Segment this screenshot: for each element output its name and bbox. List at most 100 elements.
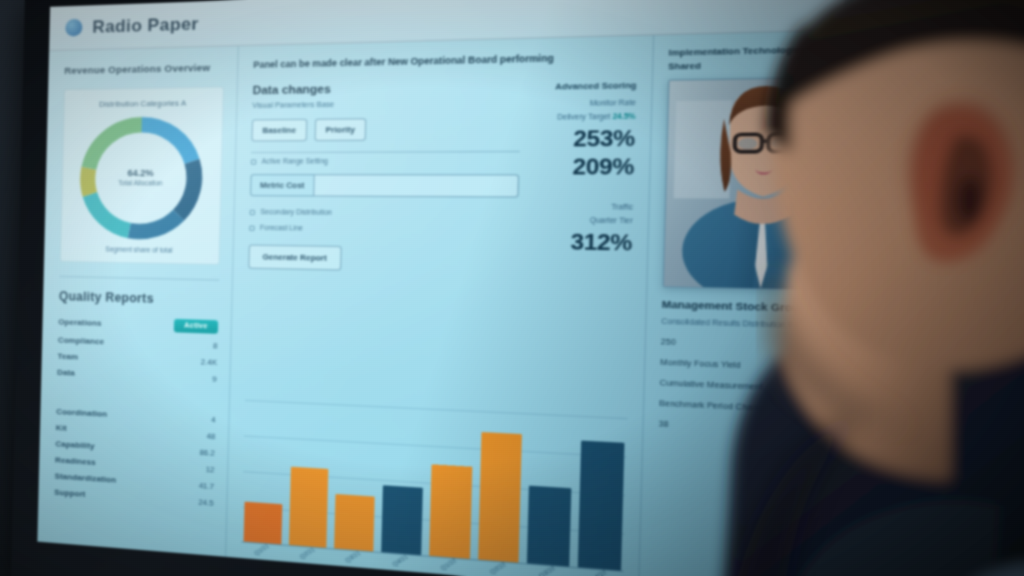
form-column: Data changes Visual Parameters Base Base… bbox=[248, 80, 521, 274]
list-item[interactable]: Readiness 12 bbox=[55, 455, 215, 474]
list-item-value: 12 bbox=[205, 464, 215, 475]
list-item[interactable]: Team 2.4K bbox=[57, 352, 217, 368]
header-spacer bbox=[209, 4, 831, 23]
checkbox-icon-b[interactable] bbox=[249, 209, 256, 215]
table-cell-label: 250 bbox=[660, 338, 676, 348]
list-item[interactable]: Compliance 8 bbox=[58, 336, 218, 351]
priority-button[interactable]: Priority bbox=[314, 117, 367, 141]
monitor: ⚑ Radio Paper Revenue Operations Overvie… bbox=[10, 0, 951, 576]
sidebar-divider bbox=[59, 275, 220, 281]
right-panel-header: Quarterly Sales Projection Analysis Grou… bbox=[881, 39, 914, 81]
chart-bar[interactable] bbox=[288, 466, 329, 548]
video-participant-icon[interactable] bbox=[662, 76, 869, 293]
header-actions-chip[interactable] bbox=[844, 0, 892, 12]
list-item[interactable]: Data 9 bbox=[57, 368, 217, 384]
option-label-a: Active Range Setting bbox=[261, 157, 329, 166]
list-item-value: 48 bbox=[206, 431, 216, 442]
list-item[interactable]: Operations Active bbox=[58, 315, 219, 334]
metric-cost-label: Metric Cost bbox=[250, 173, 314, 197]
list-item-value: 8 bbox=[213, 341, 218, 351]
list-item-value: 24.5 bbox=[198, 497, 214, 509]
table-cell-value: 3.19 bbox=[839, 363, 860, 375]
chart-bar[interactable] bbox=[429, 464, 472, 559]
option-row-a[interactable]: Active Range Setting bbox=[250, 157, 520, 166]
table-cell-label: Monthly Focus Yield bbox=[660, 359, 741, 371]
filter-button-row: Baseline Priority bbox=[251, 116, 520, 142]
option-label-b: Secondary Distribution bbox=[260, 208, 333, 217]
form-subtitle: Visual Parameters Base bbox=[252, 101, 335, 110]
metric-cost-input[interactable] bbox=[312, 173, 519, 198]
right-panel: Implementation Technologies Master Share… bbox=[639, 23, 914, 576]
table-row[interactable]: 250 6.11 bbox=[661, 337, 861, 354]
table-row[interactable]: Benchmark Period Changes 5.05 bbox=[659, 398, 859, 417]
kpi-column: Advanced Scoring Monitor Rate Delivery T… bbox=[528, 78, 636, 277]
mini-chart-axis-label: Segment bbox=[875, 304, 909, 313]
donut-card: Distribution Categories A 64.2% Total Al… bbox=[59, 86, 224, 265]
center-panel-header: Panel can be made clear after New Operat… bbox=[253, 52, 554, 71]
list-panel-title: Management Stock Group bbox=[661, 299, 808, 315]
video-call-panel: Implementation Technologies Master Share… bbox=[662, 42, 869, 293]
status-badge: Active bbox=[173, 319, 219, 334]
list-item-label: Support bbox=[54, 487, 86, 499]
chart-ytick: $4.0k bbox=[893, 135, 911, 143]
list-item-value: 41.7 bbox=[198, 480, 215, 492]
page-title: Radio Paper bbox=[92, 13, 199, 37]
generate-report-button[interactable]: Generate Report bbox=[248, 244, 342, 271]
chart-ytick: $1.0k bbox=[890, 239, 908, 247]
list-item[interactable]: Support 24.5 bbox=[54, 488, 214, 508]
center-split: Data changes Visual Parameters Base Base… bbox=[248, 78, 637, 277]
chart-bar[interactable] bbox=[527, 485, 572, 567]
donut-center-label: Total Allocation bbox=[118, 180, 163, 188]
option-row-c[interactable]: Forecast Line bbox=[249, 224, 517, 235]
chart-ytick: $5.0k bbox=[894, 100, 912, 108]
table-row[interactable]: 38 2729 bbox=[659, 419, 859, 439]
chart-bar[interactable] bbox=[577, 440, 625, 571]
list-item[interactable]: Capability 86.2 bbox=[55, 439, 215, 458]
option-label-c: Forecast Line bbox=[259, 224, 303, 233]
list-panel-rows: 250 6.11 Monthly Focus Yield 3.19 Cumulative… bbox=[659, 337, 861, 439]
table-cell-value: 50.1 bbox=[839, 384, 860, 397]
list-item-label: Readiness bbox=[54, 455, 96, 468]
kpi-sub-2-text: Delivery Target bbox=[557, 113, 611, 122]
video-panel-header: Implementation Technologies Master Share… bbox=[668, 43, 842, 72]
kpi-value-3: 312% bbox=[570, 230, 633, 256]
list-item-label: Team bbox=[57, 351, 79, 362]
donut-caption: Distribution Categories A bbox=[98, 98, 187, 109]
kpi-sub-2-highlight: 24.5% bbox=[612, 112, 636, 121]
center-chart-bars bbox=[241, 399, 628, 572]
table-row[interactable]: Monthly Focus Yield 3.19 bbox=[660, 357, 860, 375]
screen: Radio Paper Revenue Operations Overview … bbox=[37, 0, 914, 576]
metric-cost-field[interactable]: Metric Cost bbox=[250, 173, 519, 198]
kpi-sub-3: Traffic bbox=[610, 203, 634, 212]
table-row[interactable]: Cumulative Measurement 50.1 bbox=[660, 378, 860, 397]
form-divider-1 bbox=[251, 150, 520, 153]
list-item[interactable]: Kit 48 bbox=[56, 423, 216, 441]
list-item-label: Standardization bbox=[54, 471, 117, 485]
center-panel: Panel can be made clear after New Operat… bbox=[226, 35, 655, 576]
baseline-button[interactable]: Baseline bbox=[251, 118, 308, 142]
chart-ytick: $2.0k bbox=[891, 204, 909, 213]
list-item-label: Compliance bbox=[57, 335, 105, 347]
chart-ytick: $3.0k bbox=[892, 170, 910, 178]
center-chart-box bbox=[241, 399, 628, 572]
donut-center-value: 64.2% bbox=[127, 168, 154, 179]
checkbox-icon-a[interactable] bbox=[250, 159, 257, 165]
kpi-value-1: 253% bbox=[572, 126, 636, 152]
list-item-label: Capability bbox=[55, 439, 95, 451]
list-item-label: Kit bbox=[55, 423, 67, 433]
chart-bar[interactable] bbox=[381, 485, 423, 556]
app-logo-icon bbox=[65, 18, 83, 37]
donut-footer: Segment share of total bbox=[105, 246, 173, 255]
option-row-b[interactable]: Secondary Distribution bbox=[249, 208, 518, 219]
list-item-label: Data bbox=[57, 367, 75, 378]
chart-bar[interactable] bbox=[477, 431, 523, 563]
kpi-header: Advanced Scoring bbox=[555, 79, 637, 92]
chart-bar[interactable] bbox=[334, 493, 375, 552]
list-item[interactable]: Coordination 4 bbox=[56, 407, 216, 425]
checkbox-icon-c[interactable] bbox=[249, 225, 255, 231]
summary-title: Quality Reports bbox=[58, 288, 154, 306]
donut-chart[interactable]: 64.2% Total Allocation bbox=[77, 115, 205, 242]
list-panel-subtitle: Consolidated Results Distribution Parame… bbox=[661, 318, 833, 332]
right-top-row: Implementation Technologies Master Share… bbox=[662, 36, 914, 297]
